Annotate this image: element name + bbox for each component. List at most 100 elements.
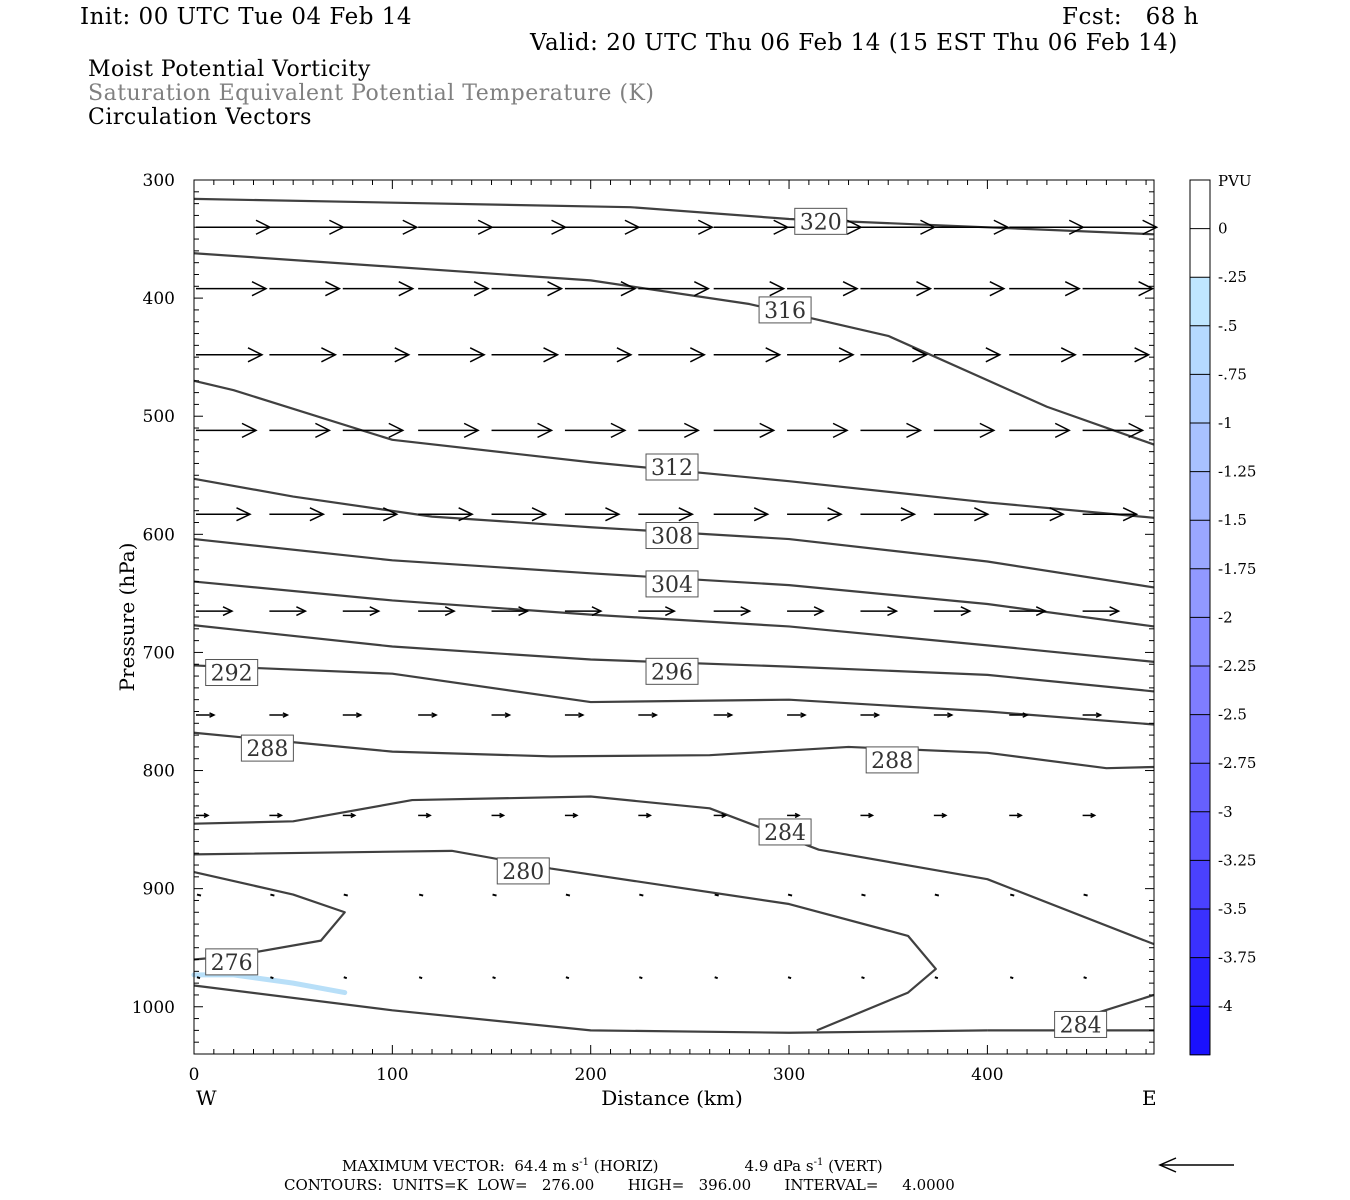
circulation-vector — [638, 712, 659, 718]
colorbar-label: -.5 — [1218, 317, 1237, 335]
circulation-vector — [564, 606, 603, 617]
vector-shaft — [1083, 893, 1088, 897]
vector-head — [610, 422, 627, 439]
colorbar-swatch — [1190, 374, 1210, 424]
vector-head — [753, 507, 770, 522]
circulation-vector — [269, 280, 342, 297]
vector-shaft — [565, 893, 571, 897]
vector-head — [769, 280, 786, 297]
vector-head — [1090, 812, 1097, 819]
contour-label-text: 280 — [502, 860, 544, 885]
contour-label-text: 284 — [1060, 1013, 1102, 1038]
vector-head — [800, 712, 807, 718]
circulation-vector — [564, 507, 621, 522]
colorbar-label: -3.75 — [1218, 949, 1256, 967]
vector-head — [1022, 712, 1029, 718]
pv-shading-layer — [191, 972, 348, 996]
contour-label-box — [496, 857, 550, 885]
circulation-vector — [638, 219, 714, 235]
circulation-vector — [638, 422, 700, 439]
circulation-vector — [787, 893, 793, 897]
vector-head — [402, 219, 419, 235]
contour-label-box — [240, 734, 294, 762]
y-tick-label: 500 — [143, 407, 175, 427]
vector-head — [683, 422, 700, 439]
vector-head — [794, 812, 801, 819]
circulation-vector — [418, 712, 438, 718]
circulation-vector — [933, 347, 1002, 363]
circulation-vector — [491, 219, 568, 235]
vector-head — [620, 280, 637, 297]
theta-contour-unlabeled-14 — [193, 984, 988, 1034]
vector-head — [1064, 280, 1081, 297]
circulation-vector — [1082, 280, 1155, 297]
vector-head — [616, 347, 633, 363]
colorbar-label: -3.25 — [1218, 851, 1256, 869]
circulation-vector — [713, 606, 752, 617]
contour-label-box — [205, 948, 259, 976]
vector-head — [873, 712, 881, 718]
theta-contours-layer — [193, 197, 1155, 1034]
circulation-vector — [1009, 812, 1023, 819]
vector-head — [350, 812, 357, 819]
vector-head — [236, 507, 252, 522]
circulation-vector — [933, 507, 990, 522]
contour-labels-layer: 320 316 312 308 304 296 292 288 288 284 280 276 284 — [205, 207, 1108, 1038]
colorbar-label: -1.5 — [1218, 511, 1247, 529]
contour-label-text: 292 — [211, 662, 253, 687]
theta-contour-316-1 — [193, 252, 1155, 446]
contour-label-284: 284 — [758, 818, 812, 846]
vector-head — [543, 347, 560, 363]
circulation-vector — [713, 812, 728, 819]
colorbar-swatch — [1190, 423, 1210, 473]
vector-shaft — [1009, 893, 1015, 897]
vector-head — [827, 507, 843, 522]
circulation-vector — [860, 812, 875, 819]
contour-label-288: 288 — [865, 746, 919, 774]
colorbar-swatch — [1190, 957, 1210, 1007]
theta-contour-308-3 — [193, 477, 1155, 589]
contour-label-box — [645, 657, 699, 685]
circulation-vector — [1009, 280, 1081, 297]
colorbar-label: -.25 — [1218, 268, 1247, 286]
circulation-vector — [933, 712, 954, 718]
vector-head — [979, 422, 996, 439]
colorbar-label: -2.5 — [1218, 706, 1247, 724]
vector-head — [222, 606, 234, 617]
contour-label-box — [645, 522, 699, 550]
circulation-vector — [196, 976, 201, 980]
vector-head — [1095, 712, 1103, 718]
colorbar-swatch — [1190, 325, 1210, 375]
vector-head — [689, 347, 706, 363]
colorbar-swatch — [1190, 471, 1210, 521]
circulation-vector — [564, 280, 637, 297]
vector-head — [1054, 422, 1071, 439]
contour-label-304: 304 — [645, 570, 699, 598]
contour-label-text: 288 — [246, 737, 288, 762]
colorbar-swatch — [1190, 277, 1210, 327]
contour-label-text: 316 — [764, 299, 806, 324]
circulation-vector — [1009, 507, 1065, 522]
plot-frame — [193, 179, 1155, 1055]
circulation-vector — [1009, 219, 1085, 235]
vector-head — [765, 347, 782, 363]
vector-head — [473, 280, 490, 297]
vector-head — [1109, 606, 1121, 617]
valid-time: Valid: 20 UTC Thu 06 Feb 14 (15 EST Thu … — [530, 30, 1178, 56]
vector-head — [740, 606, 752, 617]
circulation-vector — [860, 422, 923, 439]
init-time: Init: 00 UTC Tue 04 Feb 14 — [80, 4, 413, 30]
y-tick-label: 300 — [143, 171, 175, 191]
vector-head — [989, 280, 1006, 297]
circulation-vector — [1082, 422, 1145, 439]
circulation-vector — [196, 347, 264, 363]
circulation-vector — [787, 606, 825, 617]
vector-shaft — [565, 976, 570, 980]
vector-head — [531, 507, 548, 522]
colorbar-swatch — [1190, 860, 1210, 910]
vector-head — [1128, 422, 1145, 439]
circulation-vector — [491, 812, 506, 819]
vector-shaft — [714, 893, 719, 897]
contour-label-288: 288 — [240, 734, 294, 762]
theta-contour-280-10 — [193, 849, 937, 1032]
